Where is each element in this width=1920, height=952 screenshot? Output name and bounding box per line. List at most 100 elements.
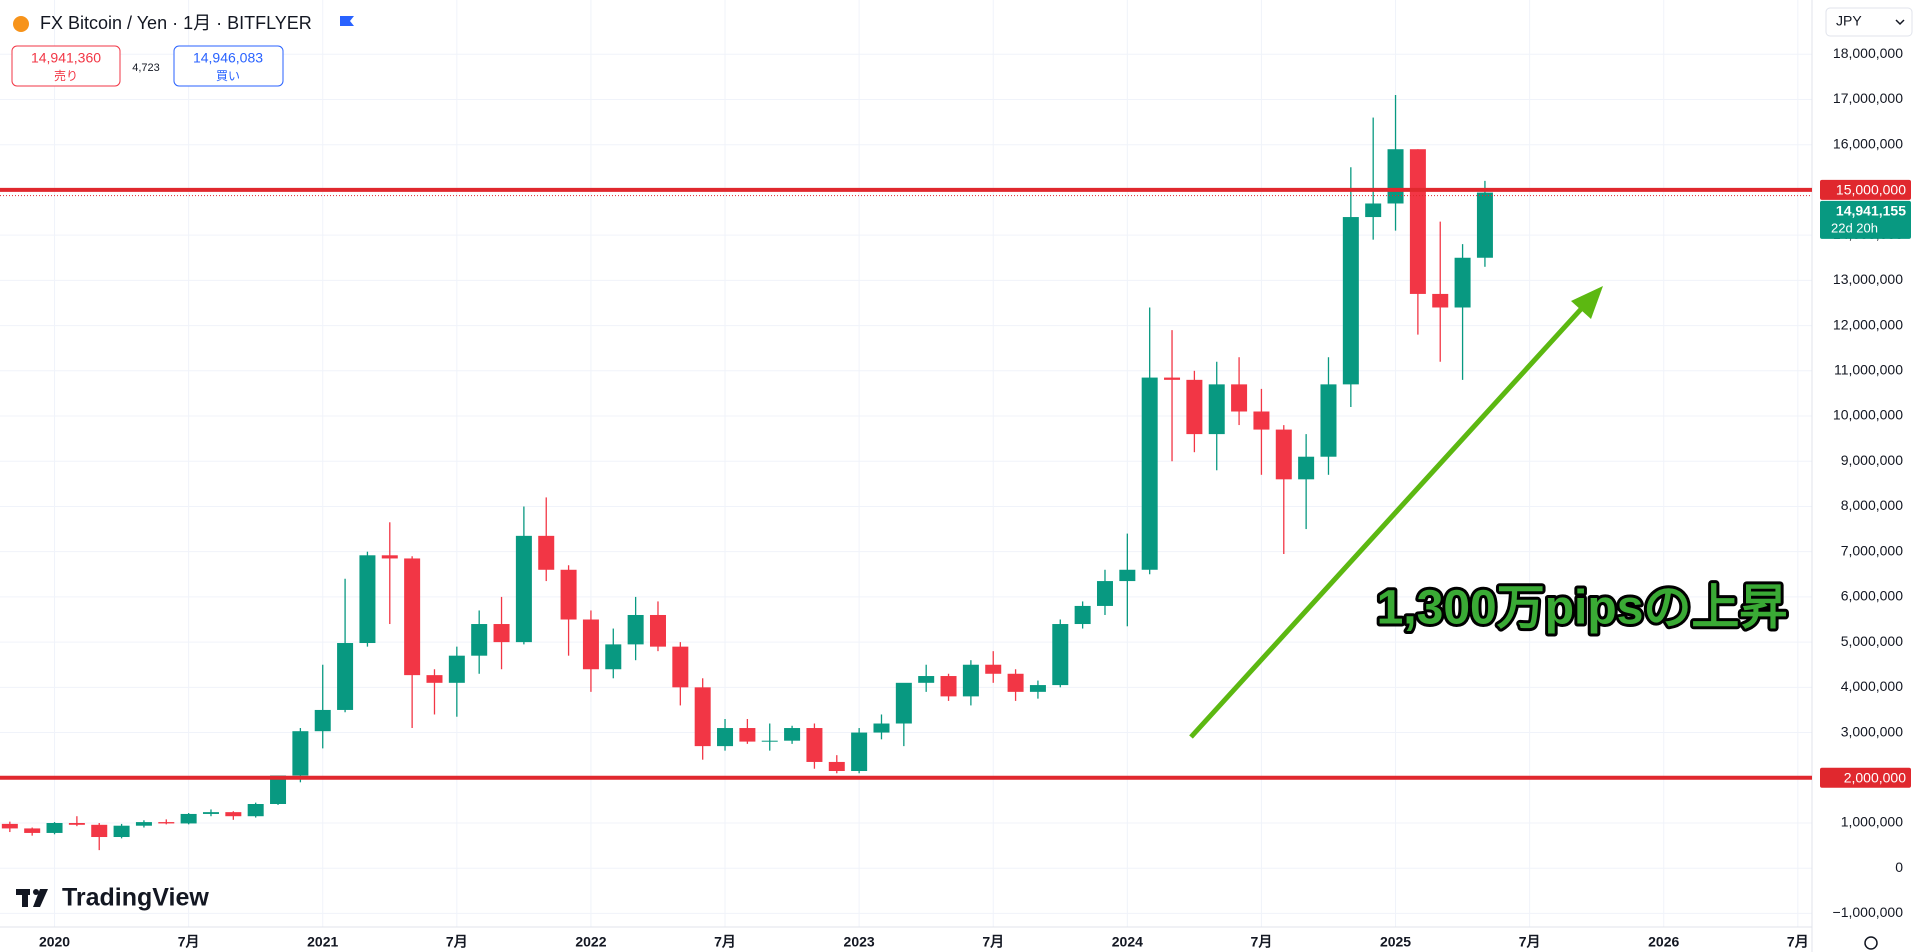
sell-price: 14,941,360 — [31, 50, 101, 66]
sell-button[interactable] — [11, 45, 121, 87]
candle-body — [1, 823, 18, 829]
candle-body — [404, 558, 421, 676]
y-tick-label: 17,000,000 — [1833, 90, 1903, 106]
price-label: 15,000,000 — [1836, 182, 1906, 198]
candle-body — [1365, 203, 1382, 218]
arrow-shaft — [1189, 306, 1584, 739]
candle-body — [1119, 569, 1136, 582]
candle-body — [582, 619, 599, 670]
candle-body — [46, 822, 63, 833]
buy-label: 買い — [216, 69, 240, 83]
candle-body — [1409, 149, 1426, 294]
currency-dropdown[interactable] — [1825, 7, 1913, 37]
candle-body — [426, 675, 443, 683]
candle-body — [1342, 217, 1359, 385]
candle-body — [135, 822, 152, 826]
sell-label: 売り — [54, 68, 78, 83]
x-tick-label: 7月 — [982, 934, 1004, 950]
y-tick-label: 7,000,000 — [1841, 542, 1903, 558]
candle-body — [1052, 624, 1069, 686]
y-tick-label: 6,000,000 — [1841, 588, 1903, 604]
candle-body — [1231, 384, 1248, 412]
candle-body — [940, 676, 957, 697]
candle-body — [560, 569, 577, 620]
candle-body — [1029, 685, 1046, 692]
y-tick-label: 1,000,000 — [1841, 814, 1903, 830]
logo-icon — [16, 889, 48, 907]
candle-body — [448, 655, 465, 683]
candle-body — [1141, 377, 1158, 570]
candle-body — [1074, 605, 1091, 625]
candle-body — [538, 535, 555, 570]
settings-icon[interactable] — [1864, 936, 1878, 950]
flag-icon[interactable] — [340, 16, 354, 26]
logo-text: TradingView — [62, 884, 209, 912]
candle-body — [515, 535, 532, 643]
candle-body — [314, 709, 331, 732]
y-tick-label: 12,000,000 — [1833, 316, 1903, 332]
x-tick-label: 2023 — [844, 934, 875, 950]
candle-body — [627, 614, 644, 645]
y-tick-label: 10,000,000 — [1833, 407, 1903, 423]
candle-body — [1432, 293, 1449, 308]
symbol-icon — [13, 16, 29, 32]
candle-body — [24, 828, 41, 833]
candle-body — [68, 822, 85, 825]
candle-body — [381, 555, 398, 559]
candle-body — [985, 664, 1002, 674]
candle-body — [761, 740, 778, 742]
candle-body — [694, 687, 711, 747]
candle-body — [873, 723, 890, 733]
candle-body — [605, 644, 622, 670]
y-tick-label: 11,000,000 — [1834, 362, 1903, 378]
x-tick-label: 7月 — [446, 934, 468, 950]
logo-part — [33, 889, 48, 907]
buy-button[interactable] — [173, 45, 284, 87]
candle-body — [895, 682, 912, 724]
candle-body — [918, 676, 935, 683]
candle-body — [292, 731, 309, 776]
candle-body — [91, 824, 108, 838]
arrow-head — [1571, 286, 1603, 319]
candle-body — [471, 624, 488, 656]
candle-body — [158, 822, 175, 824]
candle-body — [180, 813, 197, 824]
y-tick-label: 3,000,000 — [1841, 723, 1903, 739]
y-tick-label: 0 — [1895, 859, 1903, 875]
x-tick-label: 2025 — [1380, 934, 1411, 950]
x-tick-label: 7月 — [714, 934, 736, 950]
y-tick-label: 4,000,000 — [1841, 678, 1903, 694]
price-label-box — [1820, 179, 1911, 200]
x-tick-label: 7月 — [1519, 934, 1541, 950]
countdown: 22d 20h — [1831, 220, 1878, 235]
y-tick-label: 9,000,000 — [1841, 452, 1903, 468]
candle-body — [851, 732, 868, 771]
candle-body — [247, 804, 264, 817]
x-tick-label: 7月 — [1251, 934, 1273, 950]
candle-body — [828, 761, 845, 771]
y-tick-label: 8,000,000 — [1841, 497, 1903, 513]
candle-body — [113, 825, 130, 838]
x-tick-label: 2026 — [1648, 934, 1679, 950]
candle-body — [270, 775, 287, 805]
candle-body — [1320, 384, 1337, 457]
candle-body — [1186, 379, 1203, 435]
y-tick-label: 5,000,000 — [1841, 633, 1903, 649]
currency-label: JPY — [1836, 13, 1862, 29]
candle-body — [1096, 581, 1113, 606]
buy-price: 14,946,083 — [193, 50, 263, 66]
candle-body — [806, 728, 823, 762]
candle-body — [1208, 384, 1225, 435]
y-tick-label: 13,000,000 — [1833, 271, 1903, 287]
candle-body — [1164, 377, 1181, 380]
candle-body — [225, 812, 242, 817]
candle-body — [1007, 673, 1024, 692]
candle-body — [1476, 192, 1493, 258]
x-tick-label: 2020 — [39, 934, 70, 950]
price-label-box — [1820, 767, 1911, 788]
candle-body — [359, 555, 376, 644]
last-price-label: 14,941,155 — [1836, 203, 1906, 219]
x-tick-label: 7月 — [1787, 934, 1809, 950]
